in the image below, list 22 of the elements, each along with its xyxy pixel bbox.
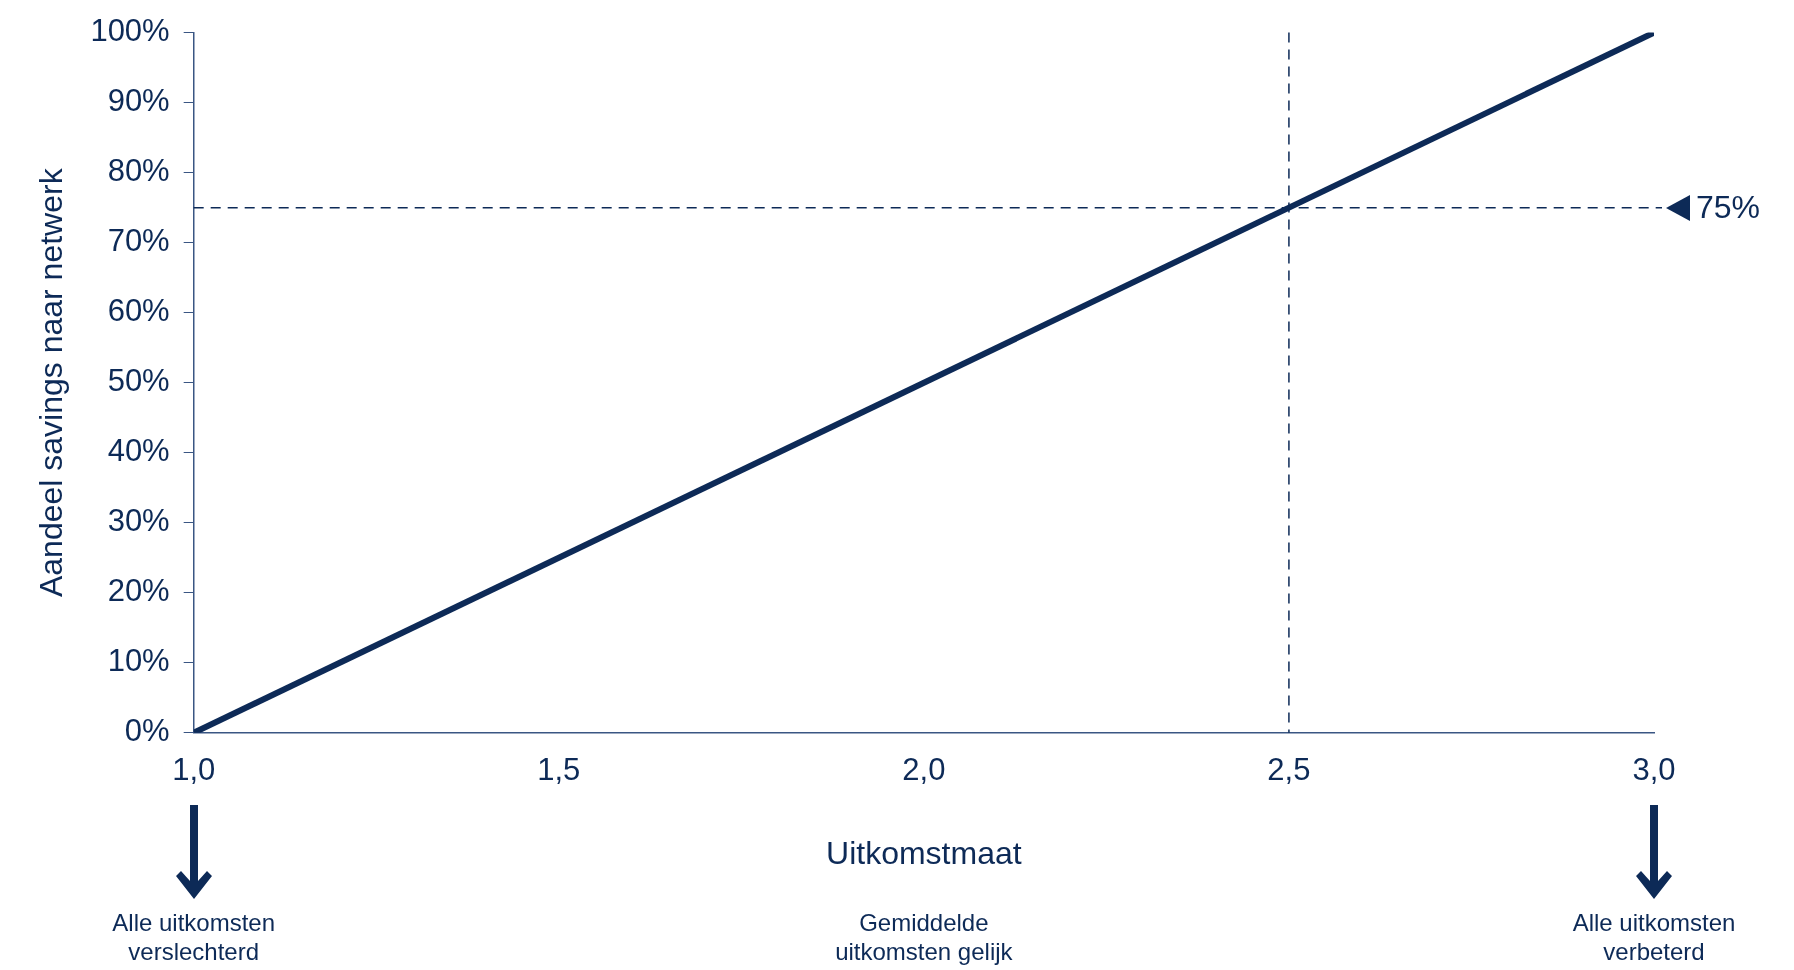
y-tick-label: 20% xyxy=(107,573,170,609)
y-tick-label: 60% xyxy=(107,293,170,329)
y-tick-label: 80% xyxy=(107,153,170,189)
y-tick-label: 10% xyxy=(107,643,170,679)
x-tick-label: 2,5 xyxy=(1267,751,1311,787)
y-tick-label: 100% xyxy=(90,13,170,49)
y-tick-label: 30% xyxy=(107,503,170,539)
y-axis-title: Aandeel savings naar netwerk xyxy=(33,167,70,598)
ref-line-label: 75% xyxy=(1696,189,1761,226)
text: Gemiddelde uitkomsten gelijk xyxy=(835,908,1014,965)
y-tick-label: 90% xyxy=(107,83,170,119)
x-tick-label: 2,0 xyxy=(902,751,946,787)
text: Alle uitkomsten verbeterd xyxy=(1572,908,1736,965)
y-tick-label: 0% xyxy=(124,713,170,749)
x-tick-label: 3,0 xyxy=(1632,751,1676,787)
x-tick-label: 1,0 xyxy=(172,751,216,787)
text: Alle uitkomsten verslechterd xyxy=(112,908,276,965)
x-tick-label: 1,5 xyxy=(537,751,581,787)
x-axis-title: Uitkomstmaat xyxy=(826,834,1022,871)
y-tick-label: 70% xyxy=(107,223,170,259)
y-tick-label: 50% xyxy=(107,363,170,399)
y-tick-label: 40% xyxy=(107,433,170,469)
